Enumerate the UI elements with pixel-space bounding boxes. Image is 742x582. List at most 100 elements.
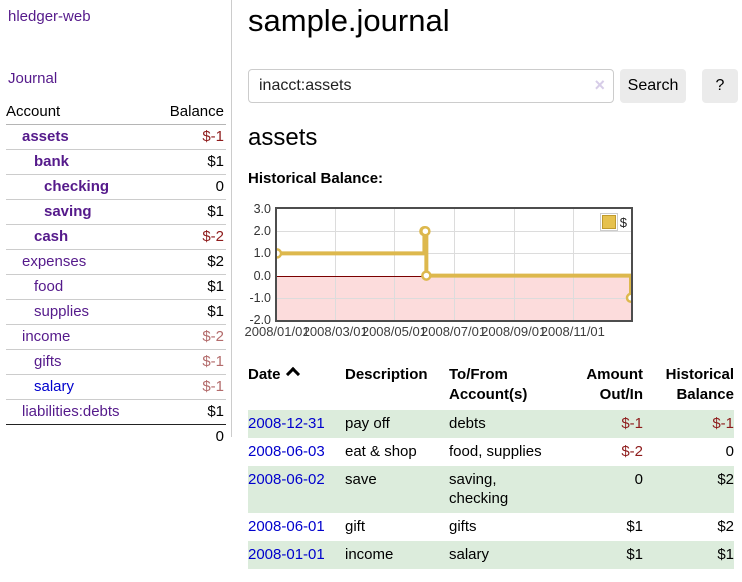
account-link-assets[interactable]: assets [22,128,69,145]
y-axis-tick-label: 0.0 [253,268,271,283]
app-title-link[interactable]: hledger-web [8,8,91,25]
transaction-date-link[interactable]: 2008-12-31 [248,415,325,432]
transaction-amount: $-2 [621,443,643,460]
transaction-balance: $-1 [712,415,734,432]
amount-column-header: Amount Out/In [586,366,643,403]
balance-chart: $ 3.0 2.0 1.0 0.0 -1.0 -2.0 2008/01/01 2008/03/… [244,200,734,348]
sidebar-divider [231,0,232,437]
account-link-expenses[interactable]: expenses [22,253,87,270]
y-axis-tick-label: 1.0 [253,246,271,261]
transaction-amount: $1 [626,518,643,535]
x-axis-tick-label: 2008/01/01 [244,324,310,339]
account-link-income[interactable]: income [22,328,71,345]
account-link-cash[interactable]: cash [34,228,69,245]
accounts-table: Account Balance assets $-1 bank $1 check… [6,100,226,449]
search-button[interactable]: Search [620,69,686,103]
tofrom-column-header: To/From Account(s) [449,366,528,403]
x-axis-tick-label: 2008/07/01 [421,324,487,339]
transaction-date-link[interactable]: 2008-06-01 [248,518,325,535]
transaction-accounts: debts [449,415,486,432]
search-input[interactable] [248,69,614,103]
balance-line-series [277,225,631,304]
main-content: sample.journal × Search ? assets Histori… [244,0,738,582]
account-row: cash $-2 [6,224,226,250]
legend-swatch [601,215,616,229]
transaction-description: income [345,546,394,563]
transaction-amount: $1 [626,546,643,563]
date-column-header[interactable]: Date [248,360,345,410]
transaction-accounts: saving, checking [449,471,509,507]
sort-ascending-icon [285,366,300,382]
transaction-balance: $2 [717,518,734,535]
page-title: sample.journal [248,3,450,38]
account-balance: $-1 [153,349,226,375]
account-link-liabilities-debts[interactable]: liabilities:debts [22,403,120,420]
account-balance: $-1 [153,374,226,400]
transaction-accounts: food, supplies [449,443,542,460]
account-link-checking[interactable]: checking [44,178,110,195]
account-row: checking 0 [6,174,226,200]
account-row: bank $1 [6,149,226,175]
transaction-date-link[interactable]: 2008-06-03 [248,443,325,460]
account-link-saving[interactable]: saving [44,203,92,220]
y-axis-tick-label: -2.0 [249,313,271,327]
x-axis-tick-label: 2008/05/01 [361,324,427,339]
chart-plot-area: $ [275,207,633,322]
account-link-bank[interactable]: bank [34,153,70,170]
help-button[interactable]: ? [702,69,738,103]
account-row: supplies $1 [6,299,226,325]
account-row: assets $-1 [6,124,226,150]
transaction-balance: 0 [725,443,734,460]
account-link-food[interactable]: food [34,278,64,295]
account-link-gifts[interactable]: gifts [34,353,62,370]
account-link-salary[interactable]: salary [34,378,75,395]
transaction-balance: $2 [717,471,734,488]
register-row: 2008-06-03 eat & shop food, supplies $-2… [248,438,734,466]
transaction-description: gift [345,518,366,535]
account-row: income $-2 [6,324,226,350]
transaction-accounts: salary [449,546,490,563]
clear-search-icon[interactable]: × [594,75,605,95]
register-row: 2008-01-01 income salary $1 $1 [248,541,734,569]
account-row: saving $1 [6,199,226,225]
legend-label: $ [619,214,627,230]
register-table: Date Description To/From Account(s) Amoun… [248,360,734,569]
account-row: food $1 [6,274,226,300]
y-axis-tick-label: 3.0 [253,202,271,216]
account-balance: $-2 [153,324,226,350]
transaction-date-link[interactable]: 2008-06-02 [248,471,325,488]
balance-column-header: Balance [153,100,226,125]
transaction-description: pay off [345,415,390,432]
x-axis-tick-label: 2008/03/01 [302,324,368,339]
account-link-supplies[interactable]: supplies [34,303,90,320]
account-row: liabilities:debts $1 [6,399,226,425]
search-form: × Search ? [248,69,738,103]
chart-legend: $ [599,213,627,231]
x-axis-tick-label: 2008/09/01 [481,324,547,339]
account-balance: $1 [153,199,226,225]
transaction-description: save [345,471,377,488]
sidebar-item-journal[interactable]: Journal [8,70,58,87]
account-balance: $1 [153,299,226,325]
transaction-balance: $1 [717,546,734,563]
register-row: 2008-06-01 gift gifts $1 $2 [248,513,734,541]
y-axis-tick-label: 2.0 [253,224,271,239]
register-header-row: Date Description To/From Account(s) Amoun… [248,360,734,410]
register-row: 2008-12-31 pay off debts $-1 $-1 [248,410,734,438]
register-row: 2008-06-02 save saving, checking 0 $2 [248,466,734,513]
accounts-total-row: 0 [6,425,226,450]
account-row: expenses $2 [6,249,226,275]
transaction-amount: 0 [634,471,643,488]
accounts-total-value: 0 [215,428,224,445]
account-balance: $1 [153,399,226,425]
account-balance: $2 [153,249,226,275]
account-balance: $1 [153,274,226,300]
account-heading: assets [248,124,318,151]
chart-heading: Historical Balance: [248,170,384,187]
x-axis-tick-label: 2008/11/01 [540,324,605,339]
y-axis-tick-label: -1.0 [249,290,271,305]
transaction-date-link[interactable]: 2008-01-01 [248,546,325,563]
balance-column-header: Historical Balance [665,366,734,403]
account-row: gifts $-1 [6,349,226,375]
account-balance: $-1 [153,124,226,150]
